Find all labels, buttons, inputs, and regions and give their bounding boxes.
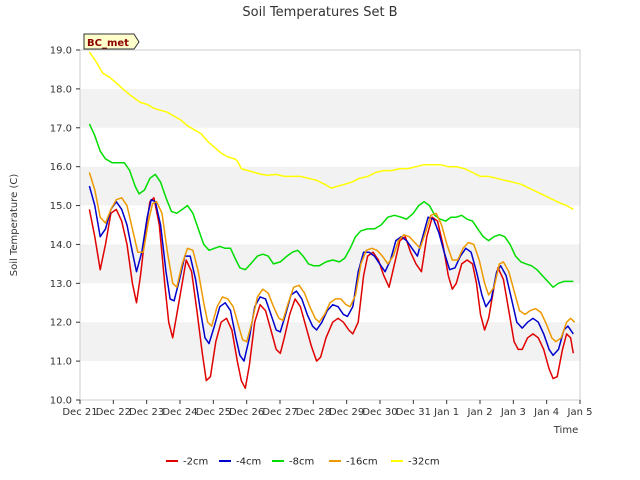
series-line-32cmcm — [88, 51, 574, 211]
grid-band — [80, 127, 580, 167]
y-tick-label: 18.0 — [50, 84, 72, 95]
y-axis-title: Soil Temperature (C) — [9, 174, 20, 277]
y-tick-label: 15.0 — [50, 201, 72, 212]
y-tick-label: 16.0 — [50, 162, 72, 173]
x-tick-label: Jan 2 — [467, 407, 493, 418]
x-tick-label: Jan 3 — [500, 407, 526, 418]
chart-title: Soil Temperatures Set B — [242, 5, 397, 20]
series-line-16cmcm — [88, 172, 576, 343]
x-tick-label: Dec 28 — [296, 407, 331, 418]
legend-label: -2cm — [183, 457, 208, 468]
plot-frame — [79, 49, 581, 401]
x-tick-label: Jan 1 — [433, 407, 459, 418]
x-tick-label: Dec 21 — [62, 407, 97, 418]
x-axis-title: Time — [553, 425, 578, 436]
grid-band — [80, 361, 580, 400]
x-tick-label: Dec 26 — [229, 407, 264, 418]
x-tick-label: Jan 5 — [567, 407, 593, 418]
x-tick-label: Dec 27 — [262, 407, 297, 418]
grid-bands — [80, 50, 580, 400]
grid-band — [80, 50, 580, 89]
grid-band — [80, 166, 580, 206]
x-tick-label: Jan 4 — [533, 407, 559, 418]
grid-band — [80, 205, 580, 245]
y-tick-label: 19.0 — [50, 46, 72, 57]
y-tick-label: 12.0 — [50, 318, 72, 329]
y-tick-label: 10.0 — [50, 396, 72, 407]
x-tick-label: Dec 31 — [396, 407, 431, 418]
x-tick-label: Dec 29 — [329, 407, 364, 418]
annotation-badge-shape — [83, 33, 140, 50]
y-axis-ticks: 10.0 11.0 12.0 13.0 14.0 15.0 16.0 17.0 18.0 19.0 — [50, 46, 80, 407]
x-tick-label: Dec 25 — [196, 407, 231, 418]
x-tick-label: Dec 22 — [96, 407, 131, 418]
annotation-badge-label: BC_met — [87, 38, 129, 49]
y-tick-label: 13.0 — [50, 279, 72, 290]
y-tick-label: 11.0 — [50, 357, 72, 368]
legend-label: -32cm — [408, 457, 440, 468]
x-tick-label: Dec 23 — [129, 407, 164, 418]
legend-label: -8cm — [289, 457, 314, 468]
legend-label: -4cm — [236, 457, 261, 468]
x-tick-label: Dec 30 — [362, 407, 397, 418]
series-line-4cmcm — [88, 185, 574, 362]
series-line-8cmcm — [88, 123, 574, 288]
y-tick-label: 17.0 — [50, 123, 72, 134]
series-lines — [88, 51, 576, 390]
grid-band — [80, 88, 580, 128]
y-tick-label: 14.0 — [50, 240, 72, 251]
legend: -2cm -4cm -8cm -16cm -32cm — [166, 457, 440, 468]
annotation-badge: BC_met — [83, 33, 140, 50]
legend-label: -16cm — [346, 457, 378, 468]
x-tick-label: Dec 24 — [162, 407, 197, 418]
